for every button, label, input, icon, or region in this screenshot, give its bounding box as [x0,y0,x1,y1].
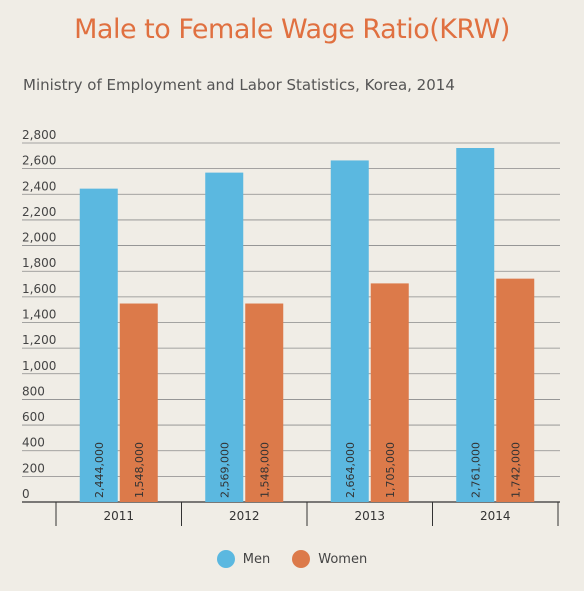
data-label: 2,761,000 [469,442,482,498]
x-tick-label: 2014 [480,509,511,523]
y-tick-label: 1,600 [22,282,56,296]
legend-item-women: Women [292,550,367,568]
bar-men [79,188,118,502]
y-tick-label: 200 [22,461,45,475]
y-tick-label: 600 [22,410,45,424]
legend-swatch-women [292,550,311,568]
y-tick-label: 1,800 [22,256,56,270]
y-tick-label: 2,000 [22,231,56,245]
y-tick-label: 1,400 [22,308,56,322]
bar-women [119,303,158,502]
bar-women [496,278,535,502]
y-tick-label: 400 [22,436,45,450]
data-label: 2,569,000 [218,442,231,498]
data-label: 2,664,000 [344,442,357,498]
legend-label-men: Men [242,551,271,567]
bar-men [205,172,244,502]
y-tick-label: 800 [22,384,45,398]
bar-women [370,283,409,502]
legend-swatch-men [216,550,235,568]
data-label: 1,548,000 [133,442,146,498]
y-tick-label: 1,000 [22,359,56,373]
legend-label-women: Women [318,551,368,567]
x-tick-label: 2013 [354,509,385,523]
y-tick-label: 2,400 [22,179,56,193]
legend: Men Women [0,550,584,568]
y-tick-label: 2,800 [22,128,56,142]
data-label: 2,444,000 [93,442,106,498]
bar-men [456,148,495,502]
chart-title: Male to Female Wage Ratio(KRW) [74,14,510,45]
y-tick-label: 2,600 [22,154,56,168]
x-tick-label: 2011 [103,509,134,523]
y-tick-label: 1,200 [22,333,56,347]
bar-women [245,303,284,502]
y-tick-label: 2,200 [22,205,56,219]
data-label: 1,705,000 [384,442,397,498]
data-label: 1,548,000 [258,442,271,498]
bar-men [330,160,369,503]
legend-item-men: Men [216,550,271,568]
y-tick-label: 0 [22,487,30,501]
chart-subtitle: Ministry of Employment and Labor Statist… [23,76,455,94]
data-label: 1,742,000 [509,442,522,498]
x-tick-label: 2012 [229,509,260,523]
